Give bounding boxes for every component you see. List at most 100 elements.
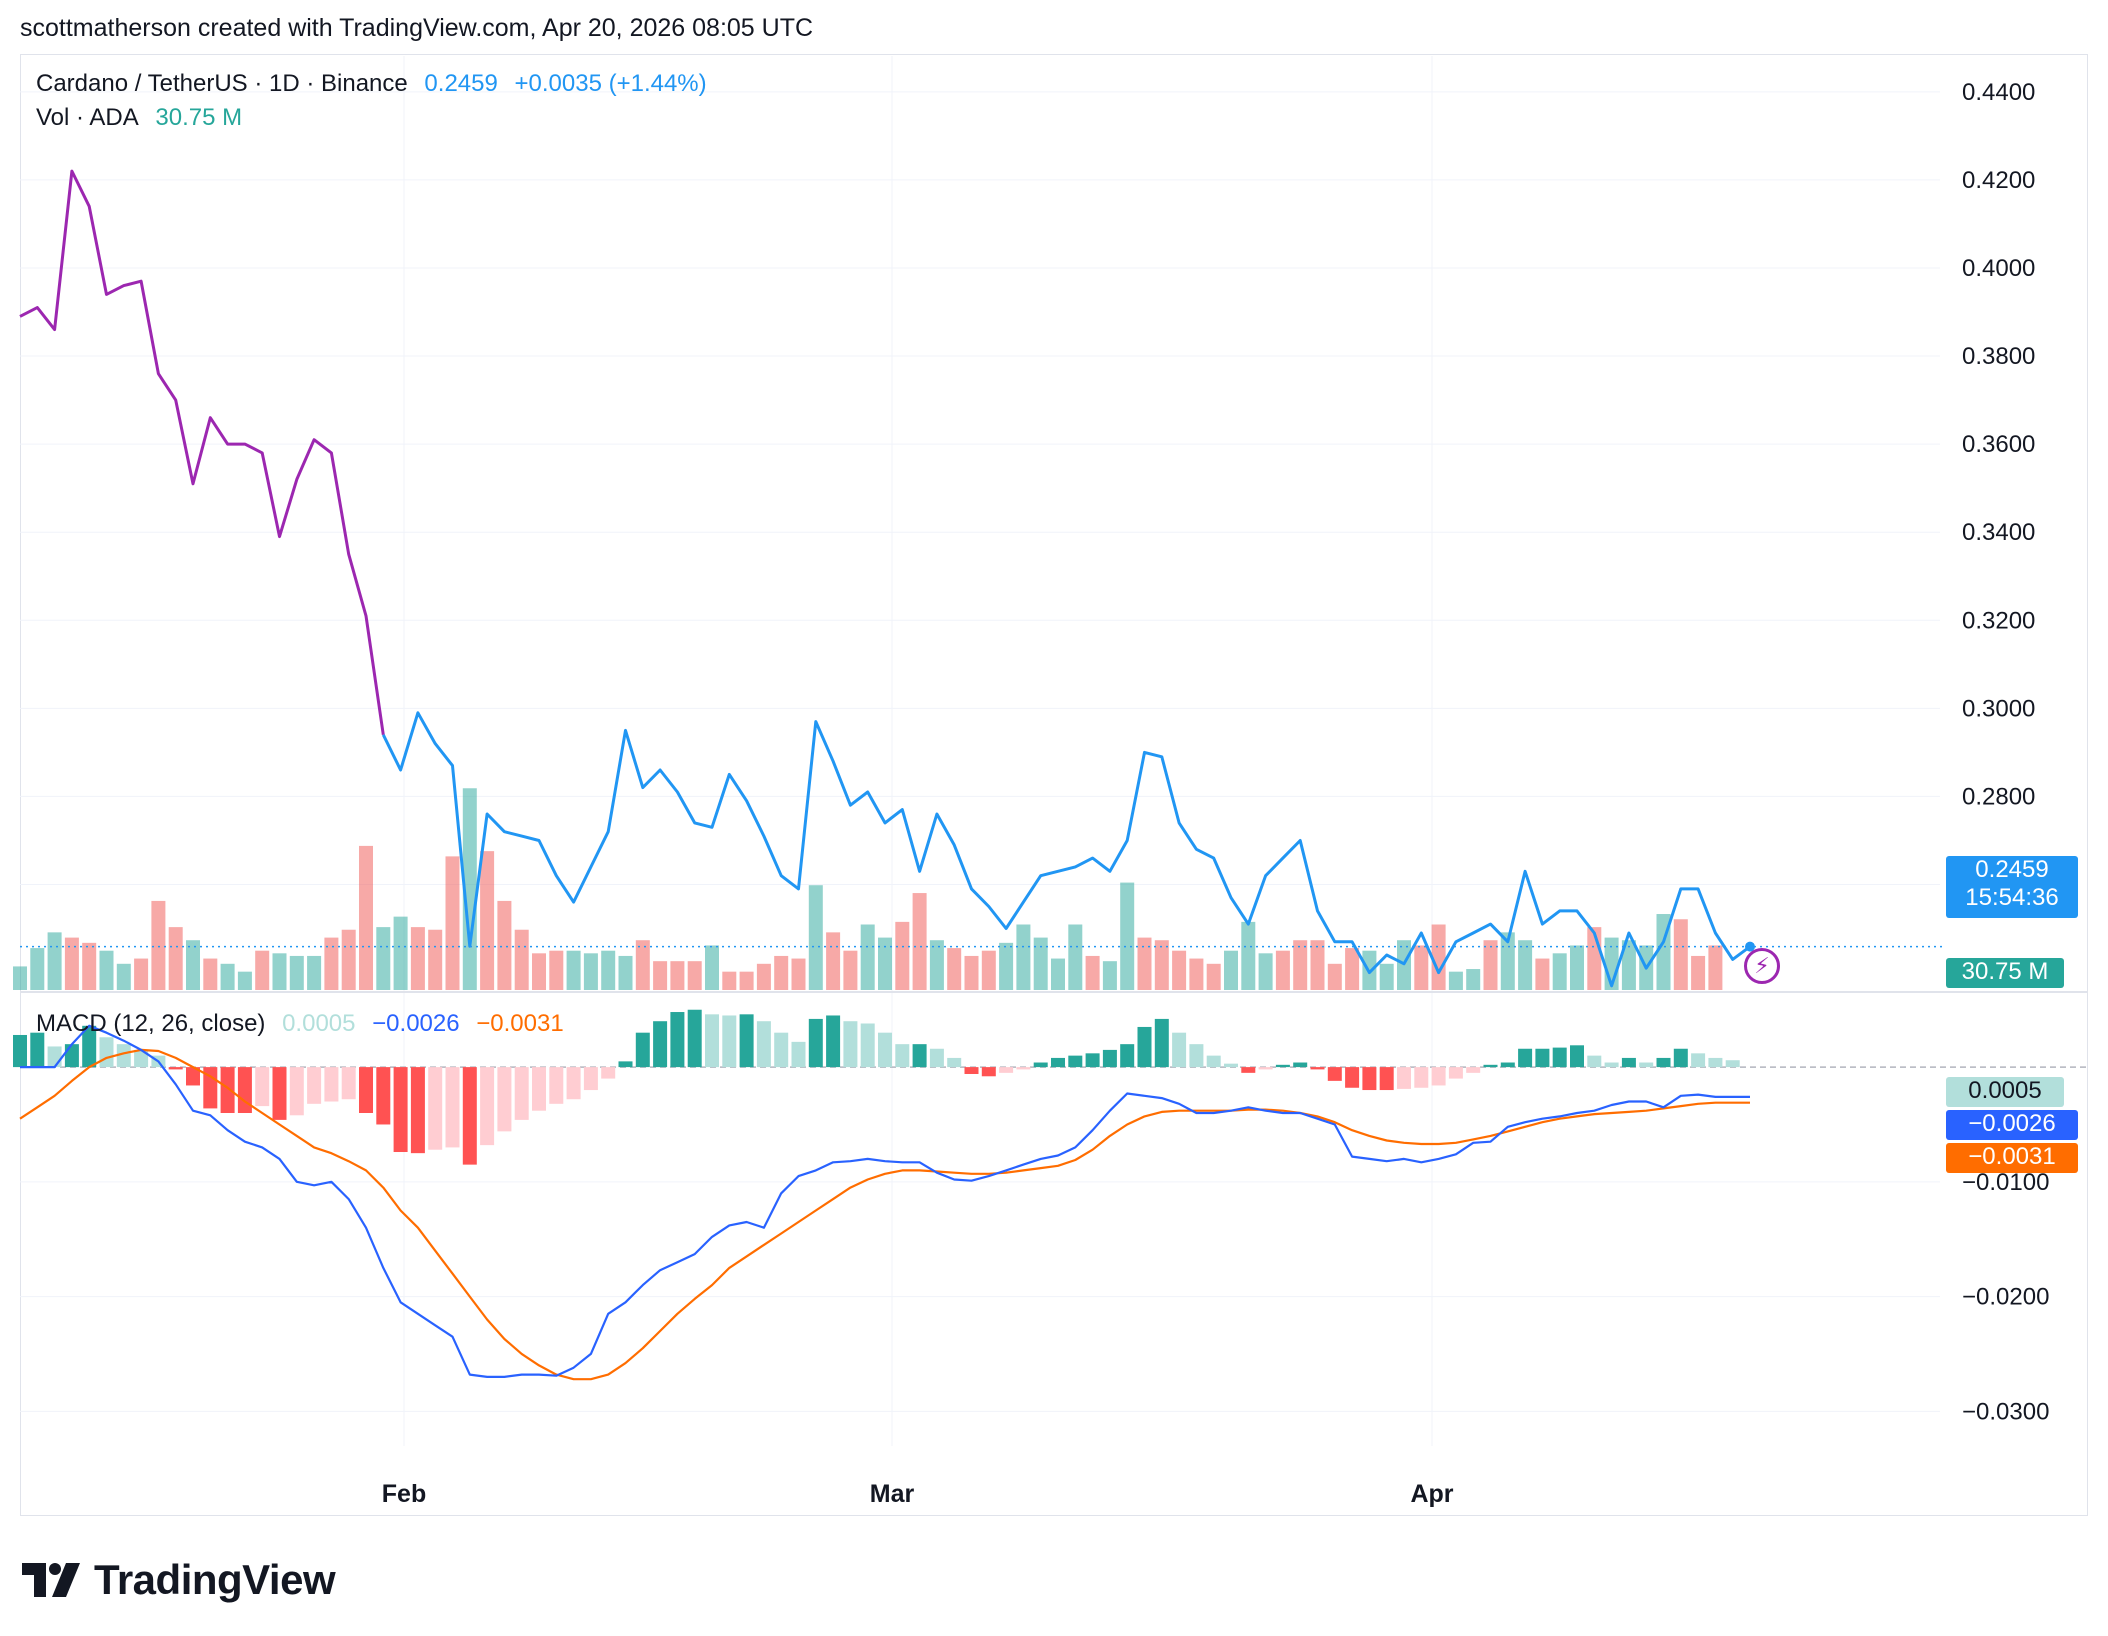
volume-legend: Vol · ADA 30.75 M — [36, 104, 252, 132]
macd-histogram-bar — [1327, 1067, 1342, 1081]
macd-histogram-bar — [1466, 1067, 1481, 1073]
volume-bar — [203, 958, 218, 990]
price-tick-label: 0.4200 — [1962, 167, 2035, 194]
price-badge-value: 0.2459 — [1975, 856, 2049, 883]
macd-histogram-bar — [1275, 1064, 1290, 1068]
volume-bar — [1120, 882, 1135, 990]
macd-histogram-bar — [514, 1067, 529, 1120]
macd-hist-value: 0.0005 — [282, 1010, 356, 1037]
macd-histogram-bar — [272, 1067, 287, 1120]
macd-histogram-bar — [739, 1014, 754, 1068]
macd-histogram-bar — [670, 1012, 685, 1068]
volume-bar — [289, 955, 304, 990]
volume-bar — [1258, 953, 1273, 990]
macd-histogram-bar — [1518, 1048, 1533, 1068]
macd-histogram-bar — [532, 1067, 546, 1111]
volume-bar — [791, 958, 806, 990]
macd-histogram-bar — [1587, 1055, 1602, 1068]
volume-bar — [1051, 958, 1065, 990]
macd-histogram-bar — [929, 1048, 944, 1068]
macd-histogram — [13, 1009, 1740, 1165]
date-tick-label: Feb — [382, 1480, 426, 1508]
volume-bar — [1102, 961, 1117, 990]
macd-histogram-bar — [843, 1021, 858, 1068]
volume-bar — [1708, 945, 1723, 990]
macd-histogram-bar — [393, 1067, 408, 1153]
macd-histogram-bar — [220, 1067, 235, 1113]
macd-histogram-bar — [1362, 1067, 1377, 1091]
volume-bar — [756, 963, 771, 990]
macd-histogram-bar — [1483, 1064, 1498, 1068]
macd-histogram-bar — [1102, 1049, 1117, 1068]
macd-histogram-bar — [1673, 1048, 1688, 1068]
macd-histogram-bar — [878, 1032, 892, 1068]
macd-histogram-bar — [722, 1015, 737, 1068]
macd-histogram-bar — [116, 1044, 131, 1068]
macd-histogram-bar — [1224, 1063, 1238, 1068]
macd-histogram-bar — [445, 1067, 460, 1148]
macd-histogram-bar — [549, 1067, 564, 1104]
brand-name: TradingView — [94, 1556, 336, 1603]
signal-badge: −0.0031 — [1946, 1143, 2078, 1173]
volume-bar — [826, 932, 841, 990]
volume-bar — [1154, 940, 1169, 990]
macd-histogram-bar — [30, 1032, 45, 1068]
volume-bar — [30, 948, 45, 990]
volume-bar — [1137, 937, 1152, 990]
volume-bar — [687, 961, 702, 990]
volume-bar — [341, 929, 356, 990]
volume-bar — [237, 971, 252, 990]
macd-tick-label: −0.0100 — [1962, 1169, 2049, 1196]
price-tick-label: 0.3800 — [1962, 343, 2035, 370]
price-series-line-early — [19, 169, 385, 736]
macd-histogram-bar — [376, 1067, 391, 1125]
macd-histogram-bar — [428, 1067, 443, 1150]
volume-bar — [739, 971, 754, 990]
volume-bar — [635, 940, 650, 990]
macd-histogram-bar — [1172, 1032, 1187, 1068]
macd-histogram-bar — [497, 1067, 512, 1132]
volume-bar — [1379, 963, 1394, 990]
volume-bar — [670, 961, 685, 990]
macd-signal-value: −0.0031 — [476, 1010, 564, 1037]
volume-bar — [1206, 963, 1221, 990]
volume-bar — [1241, 921, 1256, 990]
volume-bar — [1275, 950, 1290, 990]
volume-bar — [1310, 940, 1325, 990]
macd-histogram-bar — [808, 1018, 823, 1068]
volume-bar — [1016, 924, 1031, 990]
pair-label: Cardano / TetherUS · 1D · Binance — [36, 70, 408, 97]
volume-bar — [272, 953, 287, 990]
macd-histogram-bar — [1189, 1044, 1204, 1068]
volume-bar — [393, 916, 408, 990]
macd-histogram-bar — [1016, 1067, 1031, 1070]
macd-histogram-bar — [964, 1067, 979, 1074]
volume-bar — [428, 929, 443, 990]
volume-bar — [601, 950, 616, 990]
volume-bar — [324, 937, 339, 990]
macd-histogram-bar — [1448, 1067, 1463, 1079]
macd-histogram-bar — [480, 1067, 495, 1146]
volume-bar — [653, 961, 668, 990]
macd-histogram-bar — [1570, 1045, 1584, 1068]
macd-histogram-bar — [912, 1044, 927, 1068]
price-tick-label: 0.3200 — [1962, 607, 2035, 634]
macd-histogram-bar — [774, 1032, 789, 1068]
lightning-icon[interactable]: ⚡ — [1744, 948, 1780, 984]
macd-histogram-bar — [341, 1067, 356, 1100]
macd-histogram-bar — [583, 1067, 598, 1091]
macd-histogram-bar — [1085, 1053, 1100, 1068]
date-tick-label: Apr — [1410, 1480, 1453, 1508]
macd-histogram-bar — [705, 1014, 719, 1068]
volume-bar — [1189, 958, 1204, 990]
volume-bar — [1224, 950, 1238, 990]
tradingview-logo[interactable]: TradingView — [22, 1556, 336, 1604]
volume-bar — [359, 845, 373, 990]
price-tick-label: 0.3000 — [1962, 695, 2035, 722]
volume-bar — [532, 953, 546, 990]
volume-bar — [1518, 940, 1533, 990]
macd-histogram-bar — [410, 1067, 425, 1154]
macd-line-value: −0.0026 — [372, 1010, 460, 1037]
macd-histogram-bar — [1604, 1062, 1619, 1068]
